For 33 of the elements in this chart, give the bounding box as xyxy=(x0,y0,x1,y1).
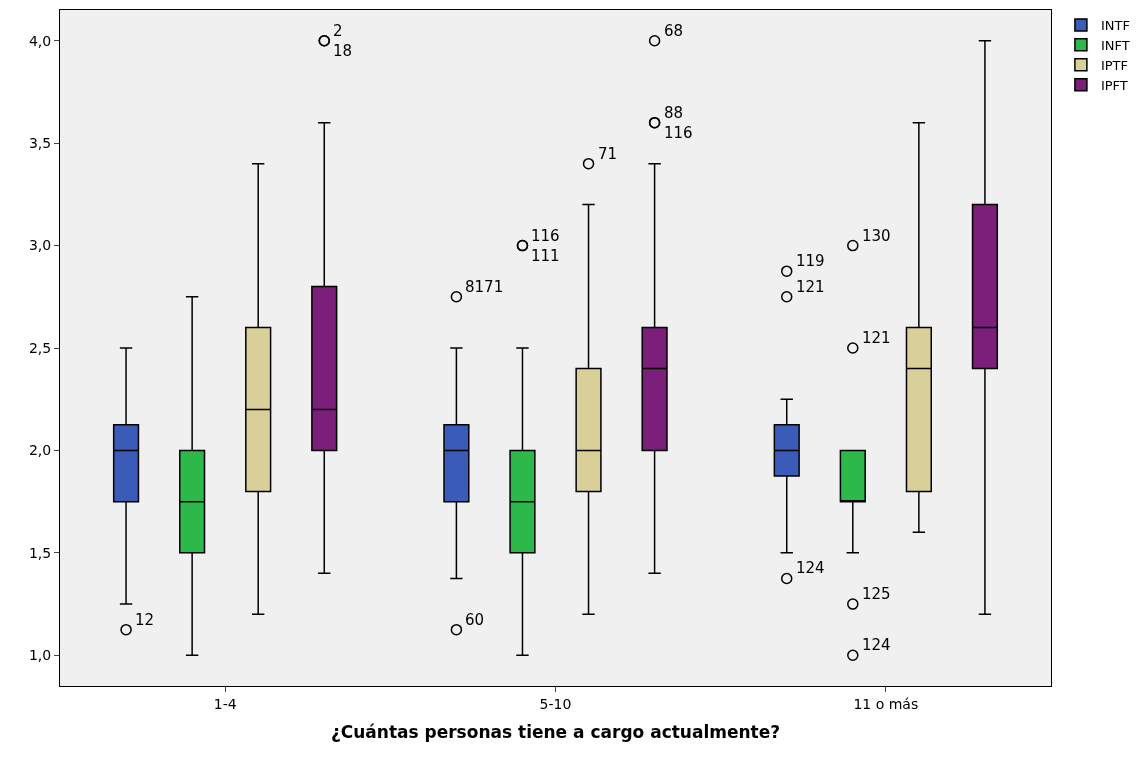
annotation: 130 xyxy=(862,227,891,245)
annotation: 124 xyxy=(862,636,891,654)
legend-label: IPFT xyxy=(1100,77,1128,93)
y-tick-label: 1,0 xyxy=(28,647,52,664)
annotation: 125 xyxy=(862,585,891,603)
y-tick-label: 2,0 xyxy=(28,442,52,459)
x-tick-label: 5-10 xyxy=(539,695,572,712)
legend-label: INFT xyxy=(1100,37,1130,53)
annotation: 121 xyxy=(862,329,891,347)
legend-label: INTF xyxy=(1100,18,1130,34)
annotation: 111 xyxy=(531,247,560,265)
y-tick-label: 1,5 xyxy=(28,544,52,561)
annotation: 12 xyxy=(135,611,155,629)
annotation: 88 xyxy=(664,104,684,122)
y-tick-label: 3,0 xyxy=(28,237,52,254)
annotation: 124 xyxy=(796,559,825,577)
annotation: 2 xyxy=(333,22,343,40)
annotation: 121 xyxy=(796,278,825,296)
annotation: 116 xyxy=(531,227,560,245)
y-tick-label: 4,0 xyxy=(28,32,52,49)
annotation: 71 xyxy=(598,145,618,163)
annotation: 119 xyxy=(796,252,825,270)
y-tick-label: 2,5 xyxy=(28,339,52,356)
x-tick-label: 11 o más xyxy=(853,695,919,712)
y-tick-label: 3,5 xyxy=(28,135,52,152)
annotation: 60 xyxy=(465,611,485,629)
legend-label: IPTF xyxy=(1100,57,1128,73)
x-tick-label: 1-4 xyxy=(213,695,237,712)
annotation: 116 xyxy=(664,124,693,142)
annotation: 18 xyxy=(333,42,353,60)
annotation: 8171 xyxy=(465,278,504,296)
x-axis-title: ¿Cuántas personas tiene a cargo actualmente? xyxy=(330,722,781,743)
annotation: 68 xyxy=(664,22,684,40)
